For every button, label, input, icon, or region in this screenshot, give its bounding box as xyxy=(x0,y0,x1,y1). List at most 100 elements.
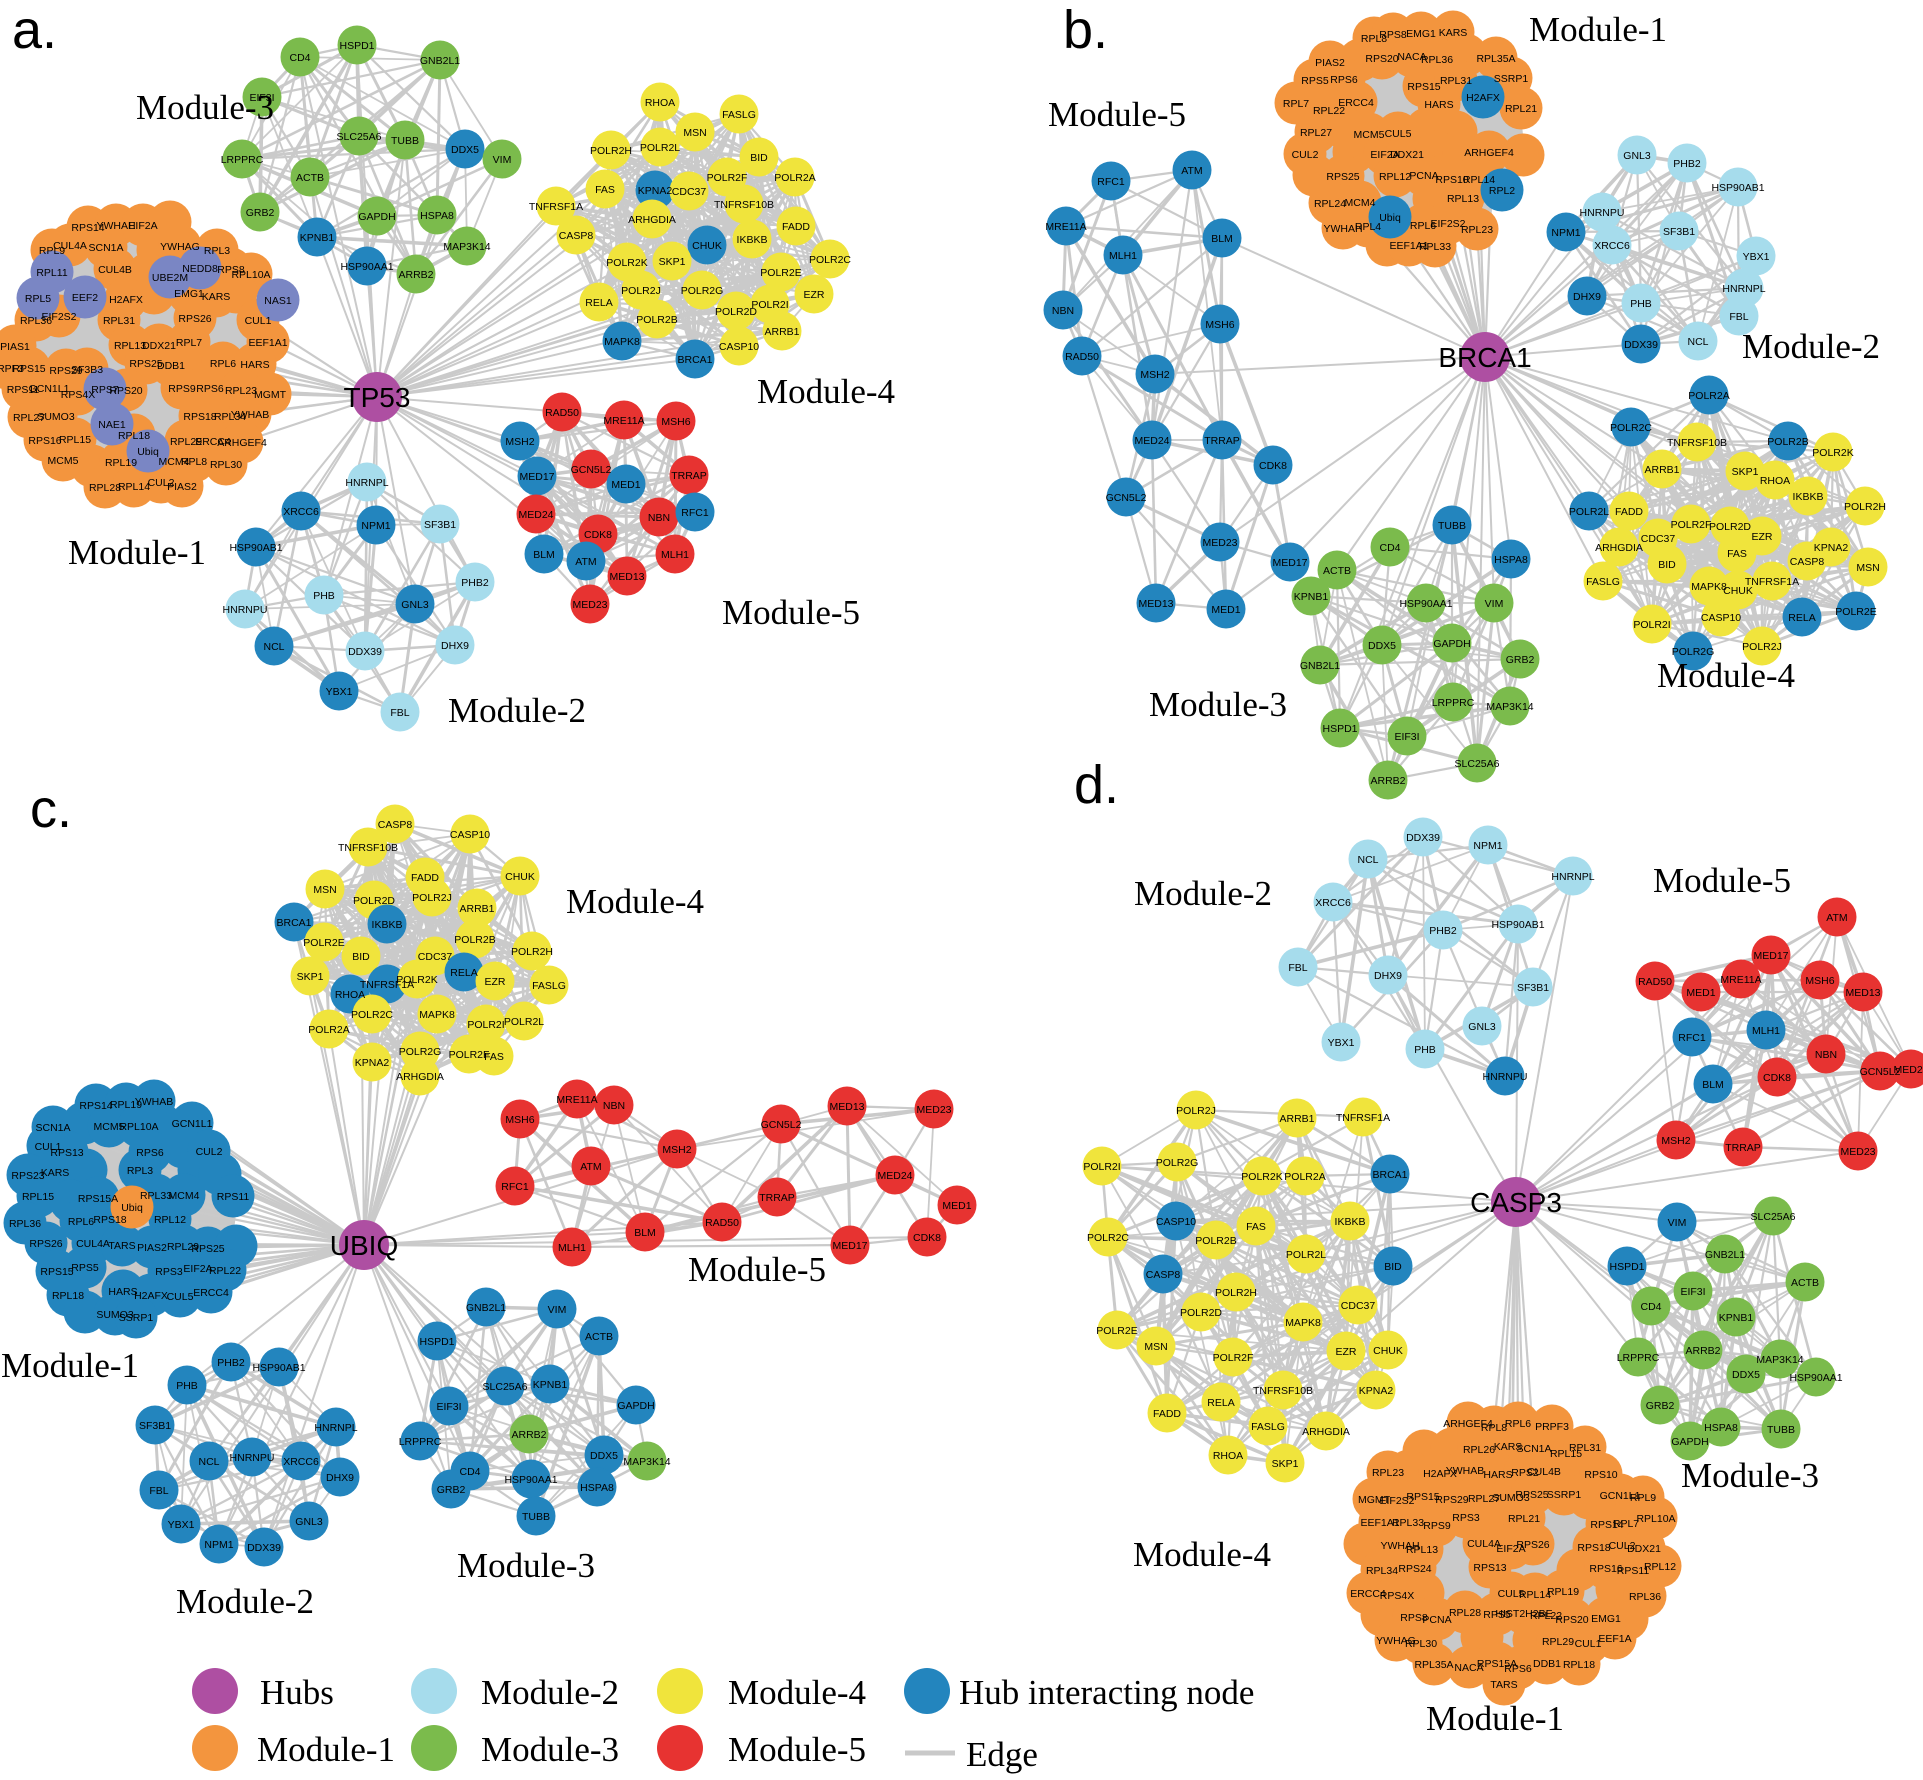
svg-text:FBL: FBL xyxy=(1729,311,1748,323)
svg-text:RPL13: RPL13 xyxy=(1406,1544,1438,1556)
svg-text:RPS3: RPS3 xyxy=(1452,1512,1480,1524)
svg-text:MSH2: MSH2 xyxy=(1140,369,1169,381)
svg-text:a.: a. xyxy=(12,0,57,60)
svg-text:PHB2: PHB2 xyxy=(217,1357,245,1369)
svg-text:POLR2L: POLR2L xyxy=(640,142,680,154)
svg-text:RPS25: RPS25 xyxy=(1326,171,1359,183)
svg-text:RPS9: RPS9 xyxy=(168,383,196,395)
svg-text:MED23: MED23 xyxy=(1202,537,1237,549)
svg-text:SF3B1: SF3B1 xyxy=(1663,226,1695,238)
svg-text:POLR2A: POLR2A xyxy=(774,172,815,184)
svg-text:DHX9: DHX9 xyxy=(1374,970,1402,982)
svg-text:RPL18: RPL18 xyxy=(52,1290,84,1302)
svg-text:ARRB1: ARRB1 xyxy=(764,326,799,338)
svg-text:RPS5: RPS5 xyxy=(71,1262,99,1274)
svg-text:NPM1: NPM1 xyxy=(1551,227,1580,239)
svg-text:GRB2: GRB2 xyxy=(1646,1400,1675,1412)
svg-text:POLR2H: POLR2H xyxy=(590,145,632,157)
svg-text:RPL23: RPL23 xyxy=(1461,224,1493,236)
svg-text:CASP10: CASP10 xyxy=(1156,1216,1196,1228)
svg-text:DDX5: DDX5 xyxy=(590,1450,618,1462)
svg-text:TRRAP: TRRAP xyxy=(759,1192,795,1204)
svg-text:POLR2L: POLR2L xyxy=(1286,1249,1326,1261)
svg-text:LRPPRC: LRPPRC xyxy=(1432,697,1475,709)
svg-text:RPL8: RPL8 xyxy=(1481,1422,1507,1434)
svg-text:RPS13: RPS13 xyxy=(50,1147,83,1159)
svg-text:EIF3I: EIF3I xyxy=(1680,1286,1705,1298)
svg-text:XRCC6: XRCC6 xyxy=(283,506,319,518)
svg-text:POLR2K: POLR2K xyxy=(1241,1171,1282,1183)
svg-text:RPL6: RPL6 xyxy=(210,358,236,370)
svg-text:RPS6: RPS6 xyxy=(1330,74,1358,86)
svg-text:GNL3: GNL3 xyxy=(295,1516,323,1528)
svg-text:HNRNPL: HNRNPL xyxy=(314,1422,357,1434)
svg-text:RPL12: RPL12 xyxy=(154,1214,186,1226)
svg-text:RPL7: RPL7 xyxy=(1613,1518,1639,1530)
svg-text:TNFRSF1A: TNFRSF1A xyxy=(1336,1112,1390,1124)
svg-text:POLR2G: POLR2G xyxy=(1156,1157,1199,1169)
svg-text:Module-3: Module-3 xyxy=(136,88,274,127)
svg-text:NPM1: NPM1 xyxy=(1473,840,1502,852)
svg-text:ARRB1: ARRB1 xyxy=(1644,464,1679,476)
svg-text:NCL: NCL xyxy=(198,1456,219,1468)
svg-text:EZR: EZR xyxy=(485,976,506,988)
svg-text:BID: BID xyxy=(750,152,768,164)
svg-text:PHB: PHB xyxy=(176,1380,198,1392)
svg-text:RPL7: RPL7 xyxy=(1283,98,1309,110)
svg-text:EZR: EZR xyxy=(1752,531,1773,543)
svg-text:YWHAB: YWHAB xyxy=(135,1096,174,1108)
svg-text:Module-4: Module-4 xyxy=(566,882,704,921)
svg-text:HNRNPL: HNRNPL xyxy=(1722,283,1765,295)
svg-text:CHUK: CHUK xyxy=(692,240,722,252)
svg-text:HSP90AA1: HSP90AA1 xyxy=(504,1474,557,1486)
svg-text:RPL13: RPL13 xyxy=(1447,193,1479,205)
svg-text:NAS1: NAS1 xyxy=(264,295,292,307)
svg-text:POLR2I: POLR2I xyxy=(1083,1161,1120,1173)
svg-text:Module-2: Module-2 xyxy=(481,1673,619,1712)
svg-text:RPL4: RPL4 xyxy=(1355,221,1381,233)
svg-text:HSPD1: HSPD1 xyxy=(339,40,374,52)
svg-text:FAS: FAS xyxy=(484,1051,504,1063)
svg-text:KARS: KARS xyxy=(1439,27,1468,39)
svg-text:TRRAP: TRRAP xyxy=(1725,1142,1761,1154)
svg-text:TRRAP: TRRAP xyxy=(671,470,707,482)
svg-text:POLR2H: POLR2H xyxy=(1844,501,1886,513)
svg-text:TRRAP: TRRAP xyxy=(1204,435,1240,447)
svg-text:Module-1: Module-1 xyxy=(1426,1699,1564,1738)
svg-text:RPL35A: RPL35A xyxy=(1476,53,1515,65)
svg-text:CUL4B: CUL4B xyxy=(98,264,132,276)
svg-text:Ubiq: Ubiq xyxy=(137,446,159,458)
svg-text:RPL6: RPL6 xyxy=(68,1216,94,1228)
svg-text:UBIQ: UBIQ xyxy=(330,1230,398,1261)
svg-text:KARS: KARS xyxy=(202,291,231,303)
svg-text:MCM5: MCM5 xyxy=(1354,129,1385,141)
svg-text:TNFRSF10B: TNFRSF10B xyxy=(714,199,774,211)
svg-text:H2AFX: H2AFX xyxy=(109,294,143,306)
svg-text:Module-1: Module-1 xyxy=(68,533,206,572)
svg-text:MCM5: MCM5 xyxy=(48,455,79,467)
svg-text:Module-3: Module-3 xyxy=(481,1730,619,1769)
svg-text:MED24: MED24 xyxy=(1893,1064,1923,1076)
svg-text:RFC1: RFC1 xyxy=(501,1181,529,1193)
svg-text:HNRNPU: HNRNPU xyxy=(1483,1071,1528,1083)
svg-text:CUL4A: CUL4A xyxy=(53,240,87,252)
svg-text:MED24: MED24 xyxy=(877,1170,912,1182)
svg-text:RPL36: RPL36 xyxy=(9,1218,41,1230)
svg-text:MSH2: MSH2 xyxy=(662,1144,691,1156)
svg-text:RPL22: RPL22 xyxy=(209,1265,241,1277)
svg-text:MSH6: MSH6 xyxy=(1205,319,1234,331)
svg-text:ARRB1: ARRB1 xyxy=(1279,1113,1314,1125)
svg-text:CASP10: CASP10 xyxy=(719,341,759,353)
svg-text:MLH1: MLH1 xyxy=(1109,250,1137,262)
svg-text:EEF1A: EEF1A xyxy=(1598,1633,1631,1645)
svg-text:Module-2: Module-2 xyxy=(1742,327,1880,366)
svg-text:CHUK: CHUK xyxy=(505,871,535,883)
svg-text:Module-2: Module-2 xyxy=(1134,874,1272,913)
svg-text:FADD: FADD xyxy=(411,872,439,884)
svg-text:HSP90AA1: HSP90AA1 xyxy=(340,261,393,273)
svg-text:SLC25A6: SLC25A6 xyxy=(483,1381,528,1393)
svg-text:RPS26: RPS26 xyxy=(178,313,211,325)
svg-text:HSPA8: HSPA8 xyxy=(580,1482,614,1494)
svg-text:MLH1: MLH1 xyxy=(1752,1025,1780,1037)
svg-text:PHB2: PHB2 xyxy=(1429,925,1457,937)
